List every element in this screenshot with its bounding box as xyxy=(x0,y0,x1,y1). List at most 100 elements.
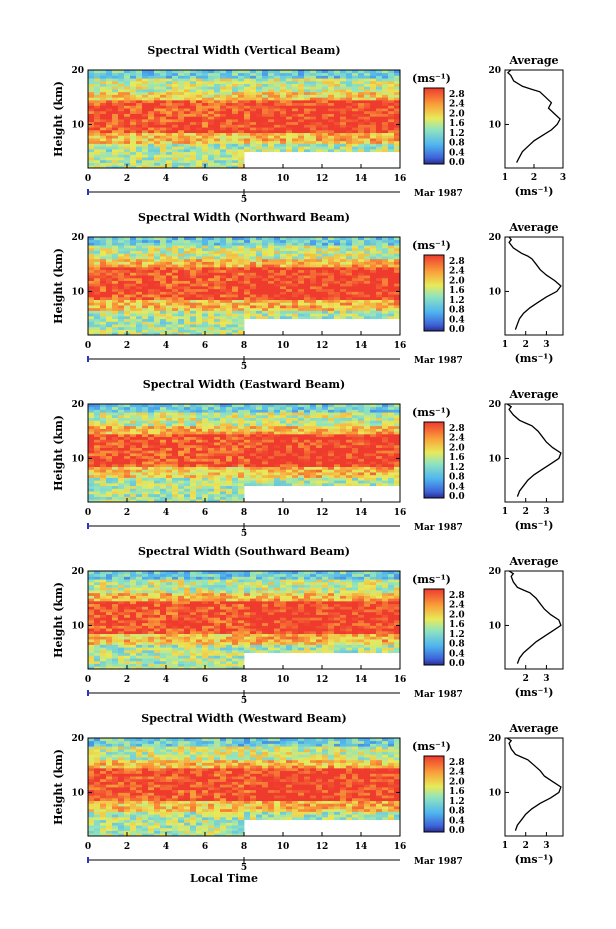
heatmap-cell xyxy=(364,307,371,311)
heatmap-cell xyxy=(136,140,143,144)
heatmap-cell xyxy=(94,86,101,90)
heatmap-cell xyxy=(232,409,239,413)
heatmap-cell xyxy=(160,256,167,260)
heatmap-cell xyxy=(310,80,317,85)
heatmap-cell xyxy=(268,129,275,134)
heatmap-cell xyxy=(208,305,215,309)
heatmap-cell xyxy=(220,159,227,163)
heatmap-cell xyxy=(328,412,335,416)
heatmap-cell xyxy=(310,135,317,139)
heatmap-cell xyxy=(154,245,161,249)
heatmap-cell xyxy=(124,280,131,284)
heatmap-cell xyxy=(124,469,131,473)
heatmap-cell xyxy=(148,324,155,328)
heatmap-cell xyxy=(274,256,281,260)
heatmap-cell xyxy=(340,256,347,260)
heatmap-cell xyxy=(256,78,263,82)
heatmap-cell xyxy=(346,121,353,125)
heatmap-cell xyxy=(268,474,275,478)
heatmap-cell xyxy=(394,80,401,85)
heatmap-cell xyxy=(172,472,179,476)
heatmap-cell xyxy=(142,477,149,481)
heatmap-cell xyxy=(196,488,203,492)
heatmap-cell xyxy=(166,129,173,134)
heatmap-cell xyxy=(178,154,185,158)
heatmap-cell xyxy=(250,286,257,290)
heatmap-cell xyxy=(208,436,215,440)
heatmap-cell xyxy=(136,326,143,330)
heatmap-cell xyxy=(262,127,269,131)
heatmap-cell xyxy=(100,313,107,317)
heatmap-cell xyxy=(94,256,101,260)
heatmap-cell xyxy=(394,264,401,268)
heatmap-cell xyxy=(130,294,137,298)
heatmap-cell xyxy=(364,146,371,150)
heatmap-cell xyxy=(154,269,161,273)
heatmap-cell xyxy=(232,237,239,241)
heatmap-cell xyxy=(142,423,149,427)
heatmap-cell xyxy=(208,129,215,134)
heatmap-cell xyxy=(124,75,131,79)
heatmap-cell xyxy=(154,277,161,281)
heatmap-cell xyxy=(238,439,245,443)
heatmap-cell xyxy=(328,280,335,284)
heatmap-cell xyxy=(202,83,209,87)
heatmap-cell xyxy=(136,124,143,128)
heatmap-cell xyxy=(190,266,197,271)
heatmap-cell xyxy=(220,86,227,90)
heatmap-cell xyxy=(316,299,323,303)
heatmap-cell xyxy=(220,310,227,314)
heatmap-cell xyxy=(202,116,209,120)
heatmap-cell xyxy=(388,86,395,90)
heatmap-cell xyxy=(178,269,185,273)
heatmap-cell xyxy=(310,455,317,459)
heatmap-cell xyxy=(376,135,383,139)
heatmap-cell xyxy=(328,124,335,128)
heatmap-cell xyxy=(190,264,197,268)
heatmap-cell xyxy=(100,283,107,287)
heatmap-cell xyxy=(142,307,149,311)
heatmap-cell xyxy=(130,302,137,306)
heatmap-cell xyxy=(346,296,353,301)
heatmap-cell xyxy=(256,442,263,446)
heatmap-cell xyxy=(196,272,203,276)
heatmap-cell xyxy=(160,428,167,432)
heatmap-cell xyxy=(196,253,203,257)
heatmap-cell xyxy=(142,129,149,134)
heatmap-cell xyxy=(328,135,335,139)
heatmap-cell xyxy=(232,439,239,443)
heatmap-cell xyxy=(328,86,335,90)
heatmap-cell xyxy=(106,499,113,503)
heatmap-cell xyxy=(136,442,143,446)
heatmap-cell xyxy=(142,310,149,314)
heatmap-cell xyxy=(208,496,215,500)
heatmap-cell xyxy=(328,428,335,432)
heatmap-cell xyxy=(292,455,299,459)
heatmap-cell xyxy=(268,288,275,292)
heatmap-cell xyxy=(316,310,323,314)
heatmap-cell xyxy=(232,469,239,473)
heatmap-cell xyxy=(214,277,221,281)
heatmap-cell xyxy=(292,450,299,454)
heatmap-cell xyxy=(214,108,221,112)
heatmap-cell xyxy=(178,99,185,104)
heatmap-cell xyxy=(274,258,281,262)
colorbar-tick-label: 1.2 xyxy=(449,129,465,139)
heatmap-cell xyxy=(118,159,125,163)
heatmap-cell xyxy=(118,477,125,481)
heatmap-cell xyxy=(196,296,203,301)
heatmap-cell xyxy=(370,286,377,290)
heatmap-cell xyxy=(88,78,95,82)
heatmap-cell xyxy=(94,321,101,325)
heatmap-cell xyxy=(202,97,209,101)
heatmap-cell xyxy=(166,294,173,298)
heatmap-cell xyxy=(100,83,107,87)
heatmap-cell xyxy=(142,261,149,265)
heatmap-cell xyxy=(226,266,233,271)
heatmap-cell xyxy=(376,78,383,82)
heatmap-cell xyxy=(106,110,113,114)
heatmap-cell xyxy=(208,447,215,451)
heatmap-cell xyxy=(244,412,251,416)
heatmap-cell xyxy=(244,242,251,246)
heatmap-cell xyxy=(286,305,293,309)
